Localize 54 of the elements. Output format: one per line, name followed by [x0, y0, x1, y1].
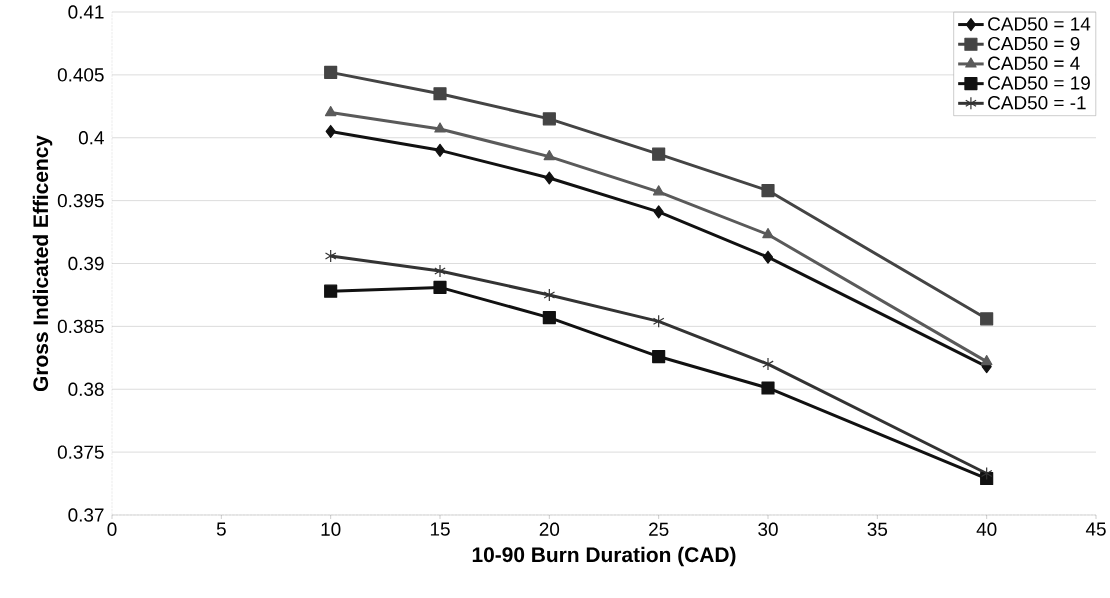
legend-label: CAD50 = 4 — [988, 56, 1080, 70]
point — [652, 314, 665, 328]
y-tick-label: 0.375 — [57, 445, 104, 459]
x-tick-label: 40 — [976, 522, 997, 536]
point — [761, 183, 775, 198]
y-tick-label: 0.37 — [68, 508, 104, 522]
x-tick-label: 5 — [216, 522, 226, 536]
point — [433, 87, 447, 101]
point — [980, 466, 993, 481]
point — [762, 228, 774, 239]
point — [542, 112, 556, 126]
point — [434, 143, 446, 157]
x-tick-label: 25 — [649, 522, 669, 536]
point — [324, 284, 338, 298]
legend-label: CAD50 = -1 — [988, 95, 1086, 110]
point — [542, 310, 556, 325]
y-tick-label: 0.38 — [68, 382, 104, 396]
point — [543, 150, 556, 161]
y-tick-label: 0.395 — [57, 193, 104, 208]
y-tick-label: 0.4 — [78, 131, 104, 145]
x-tick-label: 30 — [758, 522, 778, 536]
point — [324, 106, 337, 117]
point — [324, 249, 337, 263]
point — [761, 381, 775, 395]
point — [980, 312, 994, 326]
x-axis-title: 10-90 Burn Duration (CAD) — [472, 546, 736, 567]
x-tick-label: 35 — [867, 522, 888, 536]
y-tick-label: 0.41 — [68, 5, 104, 19]
point — [434, 122, 446, 133]
legend-label: CAD50 = 14 — [988, 17, 1091, 31]
point — [762, 357, 774, 371]
x-tick-label: 0 — [107, 522, 117, 536]
y-tick-label: 0.405 — [57, 68, 104, 82]
y-tick-label: 0.385 — [57, 319, 104, 334]
legend-label: CAD50 = 9 — [988, 36, 1080, 51]
point — [433, 280, 447, 294]
y-tick-label: 0.39 — [68, 256, 104, 271]
point — [980, 355, 993, 366]
x-tick-label: 10 — [321, 522, 341, 536]
y-axis-title: Gross Indicated Efficency — [32, 135, 53, 392]
point — [544, 171, 555, 185]
x-tick-label: 20 — [539, 522, 560, 536]
point — [652, 147, 666, 161]
point — [653, 205, 664, 219]
point — [543, 288, 556, 302]
point — [434, 264, 446, 278]
point — [325, 124, 336, 139]
point — [652, 349, 666, 364]
point — [762, 250, 774, 264]
point — [324, 65, 338, 79]
legend-label: CAD50 = 19 — [988, 76, 1090, 90]
x-tick-label: 15 — [430, 522, 450, 536]
x-tick-label: 45 — [1085, 522, 1106, 536]
point — [652, 185, 665, 196]
